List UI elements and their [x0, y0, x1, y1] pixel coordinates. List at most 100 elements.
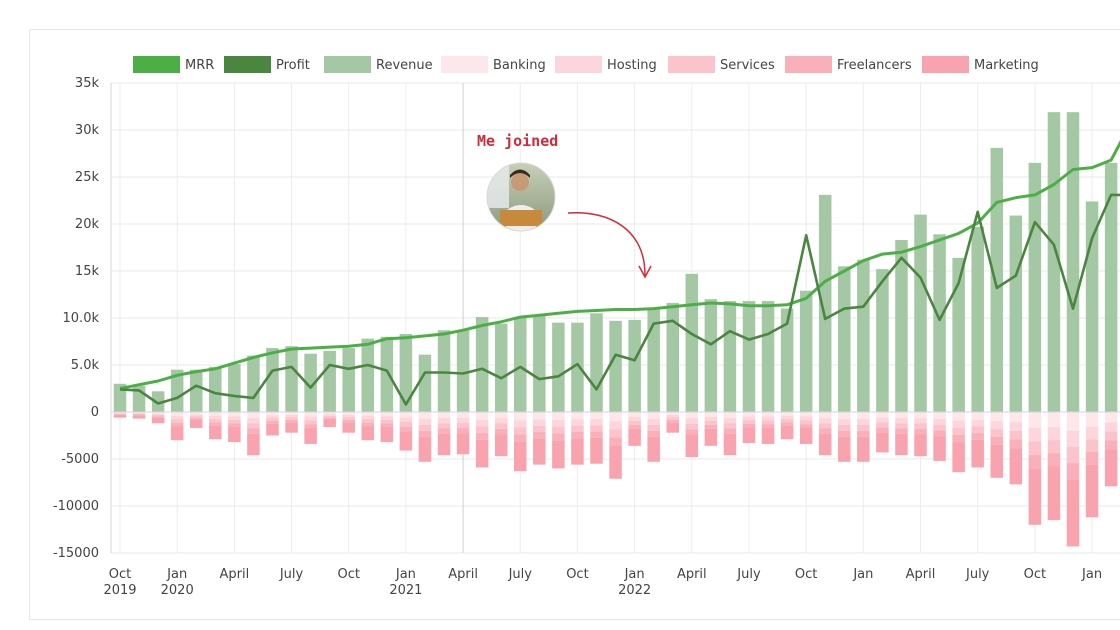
cost-bar-segment [1028, 454, 1042, 469]
cost-bar-segment [380, 427, 394, 443]
cost-bar-segment [456, 412, 470, 418]
cost-bar-segment [780, 419, 794, 423]
cost-bar-segment [590, 425, 603, 432]
cost-bar-segment [285, 414, 298, 418]
cost-bar-segment [266, 418, 279, 421]
cost-bar-segment [323, 417, 336, 420]
legend-label: MRR [185, 58, 214, 73]
cost-bar-segment [1085, 426, 1099, 440]
cost-bar-segment [437, 412, 451, 419]
y-tick-label: 0 [91, 405, 99, 420]
revenue-bar [1085, 201, 1099, 412]
cost-bar-segment [1009, 422, 1023, 431]
x-tick-label: Oct [337, 567, 359, 582]
legend-label: Revenue [376, 58, 433, 73]
cost-bar-segment [857, 430, 870, 437]
cost-bar-segment [990, 444, 1004, 478]
cost-bar-segment [799, 416, 813, 421]
cost-bar-segment [304, 416, 317, 421]
cost-bar-segment [818, 412, 832, 419]
revenue-bar [1009, 215, 1023, 412]
cost-bar-segment [285, 412, 298, 415]
cost-bar-segment [304, 424, 317, 428]
cost-bar-segment [170, 419, 184, 423]
revenue-bar [399, 333, 413, 412]
cost-bar-segment [857, 412, 870, 419]
cost-bar-segment [494, 418, 508, 424]
cost-bar-segment [723, 428, 737, 434]
x-tick-label: Jan [852, 567, 873, 582]
cost-bar-segment [132, 415, 146, 419]
avatar-ring [486, 162, 556, 232]
cost-bar-segment [247, 428, 260, 434]
mrr-line [119, 140, 1120, 390]
legend-swatch [922, 56, 969, 73]
revenue-bar [780, 308, 794, 412]
revenue-bar [742, 301, 756, 412]
cost-bar-segment [494, 434, 508, 457]
cost-bar-segment [1066, 463, 1080, 480]
cost-bar-segment [571, 432, 584, 439]
revenue-bar [914, 214, 927, 412]
cost-bar-segment [323, 415, 336, 418]
cost-bar-segment [437, 433, 451, 456]
cost-bar-segment [933, 418, 946, 425]
cost-bar-segment [876, 422, 889, 428]
cost-bar-segment [647, 418, 660, 425]
cost-bar-segment [151, 414, 165, 417]
cost-bar-segment [971, 419, 984, 427]
revenue-bar [151, 391, 165, 412]
cost-bar-segment [151, 417, 165, 424]
legend-swatch [668, 56, 715, 73]
legend-label: Freelancers [837, 58, 912, 73]
y-tick-label: 25k [75, 170, 100, 185]
cost-bar-segment [952, 442, 965, 473]
cost-bar-segment [456, 417, 470, 423]
cost-bar-segment [247, 418, 260, 424]
cost-bar-segment [1066, 412, 1080, 431]
cost-bar-segment [209, 419, 222, 423]
legend-label: Marketing [974, 58, 1039, 73]
cost-bar-segment [1085, 464, 1099, 518]
cost-bar-segment [361, 415, 375, 420]
revenue-bar [342, 348, 355, 412]
cost-bar-segment [647, 436, 660, 462]
cost-bar-segment [818, 433, 832, 456]
cost-bar-segment [895, 433, 908, 456]
cost-bar-segment [323, 419, 336, 428]
cost-bar-segment [514, 434, 527, 442]
cost-bar-segment [571, 438, 584, 465]
cost-bar-segment [971, 433, 984, 440]
x-tick-label: April [448, 567, 478, 582]
revenue-bar [857, 259, 870, 412]
cost-bar-segment [132, 412, 146, 414]
legend-item: Services [668, 56, 775, 73]
cost-bar-segment [1066, 479, 1080, 547]
revenue-bar [838, 266, 851, 412]
cost-bar-segment [628, 412, 641, 417]
cost-bar-segment [266, 420, 279, 424]
revenue-bar [285, 346, 298, 412]
cost-bar-segment [895, 412, 908, 419]
cost-bar-segment [838, 412, 851, 419]
annotation: Me joined [477, 132, 652, 279]
cost-bar-segment [761, 427, 775, 444]
cost-bar-segment [895, 423, 908, 429]
cost-bar-segment [514, 420, 527, 428]
cost-bar-segment [685, 418, 699, 424]
revenue-bar [475, 317, 489, 412]
cost-bar-segment [361, 419, 375, 423]
legend-swatch [324, 56, 371, 73]
cost-bar-segment [1085, 452, 1099, 465]
cost-bar-segment [914, 412, 927, 419]
legend-item: Banking [441, 56, 546, 73]
cost-bar-segment [818, 428, 832, 434]
revenue-bar [323, 350, 336, 412]
cost-bar-segment [361, 412, 375, 416]
cost-bar-segment [475, 433, 489, 440]
cost-bar-segment [609, 429, 622, 438]
legend-item: MRR [133, 56, 214, 73]
cost-bar-segment [475, 419, 489, 427]
x-tick-year: 2020 [161, 583, 194, 598]
